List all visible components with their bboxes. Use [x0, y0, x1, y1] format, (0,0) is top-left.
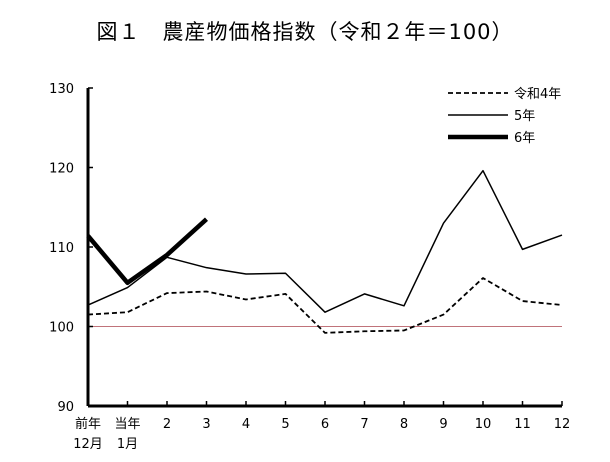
- x-tick-label: 10: [475, 417, 492, 432]
- y-tick-label: 120: [49, 162, 74, 177]
- x-tick-label: 12月: [73, 437, 103, 452]
- y-tick-label: 90: [57, 400, 74, 415]
- series-line-3: [86, 217, 209, 286]
- x-tick-label: 4: [242, 417, 250, 432]
- x-tick-label: 12: [554, 417, 571, 432]
- y-tick-label: 110: [49, 241, 74, 256]
- x-tick-label: 7: [360, 417, 368, 432]
- legend: 令和4年 5年 6年: [448, 87, 561, 146]
- legend-label-2: 5年: [514, 109, 535, 124]
- series-layer: [86, 169, 563, 334]
- x-tick-label: 1月: [117, 437, 138, 452]
- x-tick-label: 6: [321, 417, 329, 432]
- x-tick-label: 11: [514, 417, 531, 432]
- x-tick-label: 3: [202, 417, 210, 432]
- chart-title: 図１ 農産物価格指数（令和２年＝100）: [96, 20, 514, 44]
- legend-label-3: 6年: [514, 131, 535, 146]
- y-tick-label: 100: [49, 321, 74, 336]
- series-line-2: [87, 169, 563, 313]
- y-tick-label: 130: [49, 82, 74, 97]
- legend-label-1: 令和4年: [514, 87, 561, 102]
- x-tick-label: 8: [400, 417, 408, 432]
- x-tick-label: 9: [439, 417, 447, 432]
- x-tick-label: 2: [163, 417, 171, 432]
- x-tick-label: 前年: [75, 416, 101, 432]
- x-tick-label: 5: [281, 417, 289, 432]
- x-tick-label: 当年: [114, 417, 140, 432]
- series-line-1: [87, 277, 563, 334]
